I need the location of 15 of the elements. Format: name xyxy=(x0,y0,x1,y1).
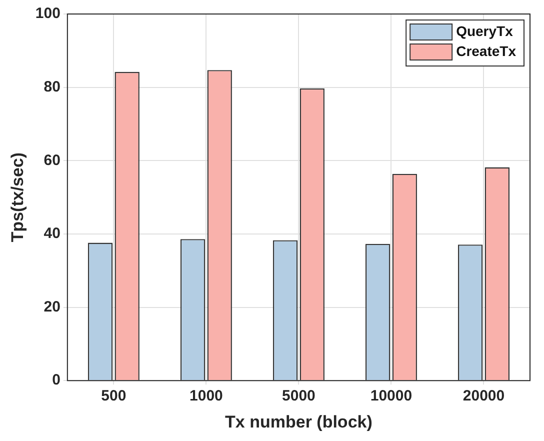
x-tick-label: 20000 xyxy=(462,388,505,405)
y-tick-label: 80 xyxy=(44,78,60,96)
y-tick-label: 100 xyxy=(35,5,60,22)
legend-label: QueryTx xyxy=(456,22,514,39)
x-axis-title: Tx number (block) xyxy=(225,412,372,432)
x-tick-label: 1000 xyxy=(190,388,223,405)
y-tick-label: 40 xyxy=(44,225,60,242)
y-tick-label: 60 xyxy=(44,152,60,169)
y-axis-title: Tps(tx/sec) xyxy=(8,152,27,242)
legend-label: CreateTx xyxy=(456,42,516,59)
y-tick-label: 0 xyxy=(52,372,60,389)
x-tick-label: 500 xyxy=(101,388,126,405)
y-tick-label: 20 xyxy=(44,298,60,316)
x-tick-label: 5000 xyxy=(282,388,316,405)
x-tick-label: 10000 xyxy=(370,388,412,405)
